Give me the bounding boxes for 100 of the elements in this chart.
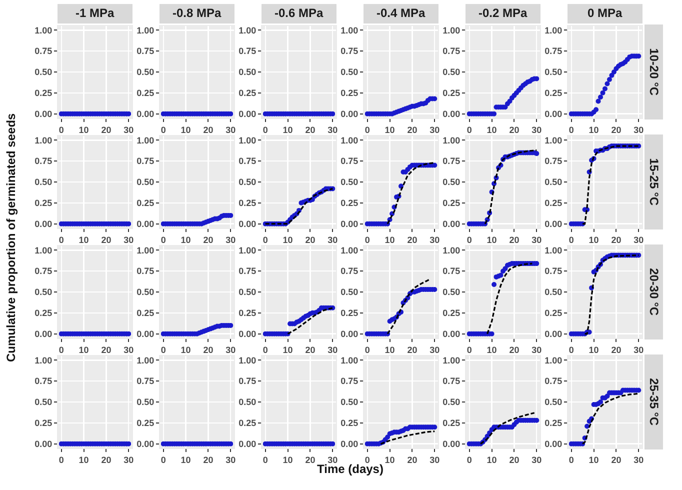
x-tick-label: 20 [203, 124, 214, 135]
y-tick-label: 1.00 [544, 355, 562, 366]
x-tick-label: 0 [364, 344, 370, 355]
x-tick-label: 0 [568, 344, 574, 355]
y-tick-label: 0.25 [340, 308, 358, 318]
y-tick-label: 0.50 [544, 67, 562, 78]
y-tick-label: 0.25 [238, 308, 256, 318]
y-tick-label: 0.75 [544, 266, 562, 276]
y-tick-label: 0.50 [238, 397, 256, 408]
x-tick-label: 30 [634, 344, 644, 355]
y-tick-label: 0.75 [442, 376, 460, 386]
x-tick-label: 0 [58, 124, 64, 135]
y-tick-label: 0.25 [442, 418, 460, 428]
text: 15-25 °C [647, 158, 661, 206]
x-tick-label: 20 [407, 344, 418, 355]
y-tick-label: 1.00 [544, 245, 562, 256]
y-tick-label: 1.00 [442, 355, 460, 366]
y-tick-label: 0.75 [34, 156, 52, 166]
y-tick-label: 0.00 [136, 108, 154, 119]
y-tick-label: 0.50 [442, 177, 460, 188]
y-tick-label: 0.75 [544, 46, 562, 56]
y-tick-label: 0.50 [34, 397, 52, 408]
y-tick-label: 0.75 [544, 376, 562, 386]
x-tick-label: 30 [634, 124, 644, 135]
x-tick-label: 30 [532, 454, 542, 465]
x-tick-label: 30 [430, 454, 440, 465]
y-tick-label: 0.50 [34, 287, 52, 298]
y-tick-label: 1.00 [442, 245, 460, 256]
text: 20-30 °C [647, 268, 661, 316]
y-tick-label: 0.75 [544, 156, 562, 166]
y-tick-label: 1.00 [238, 245, 256, 256]
x-tick-label: 0 [160, 234, 166, 245]
chart-title: 0 MPa [587, 6, 623, 20]
x-tick-label: 10 [486, 344, 497, 355]
x-tick-label: 30 [430, 234, 440, 245]
y-tick-label: 0.75 [442, 156, 460, 166]
x-axis-title: Time (days) [317, 462, 384, 476]
x-tick-label: 10 [282, 344, 293, 355]
y-tick-label: 0.00 [136, 438, 154, 449]
y-tick-label: 0.50 [34, 177, 52, 188]
y-tick-label: 0.50 [340, 177, 358, 188]
x-tick-label: 30 [328, 124, 338, 135]
x-tick-label: 30 [124, 454, 134, 465]
y-tick-label: 0.00 [544, 328, 562, 339]
y-tick-label: 0.75 [442, 266, 460, 276]
y-tick-label: 0.25 [136, 88, 154, 98]
x-tick-label: 20 [101, 124, 112, 135]
y-tick-label: 1.00 [34, 245, 52, 256]
x-tick-label: 0 [58, 234, 64, 245]
y-tick-label: 0.00 [442, 108, 460, 119]
y-tick-label: 0.75 [34, 266, 52, 276]
y-tick-label: 1.00 [136, 135, 154, 146]
x-tick-label: 20 [203, 454, 214, 465]
y-tick-label: 0.25 [544, 418, 562, 428]
x-tick-label: 10 [588, 344, 599, 355]
y-tick-label: 0.00 [442, 328, 460, 339]
x-tick-label: 30 [124, 234, 134, 245]
y-tick-label: 0.00 [34, 438, 52, 449]
x-tick-label: 30 [328, 344, 338, 355]
y-tick-label: 0.00 [340, 108, 358, 119]
x-tick-label: 10 [78, 344, 89, 355]
x-tick-label: 0 [364, 234, 370, 245]
y-tick-label: 0.75 [340, 46, 358, 56]
y-tick-label: 0.25 [136, 308, 154, 318]
y-tick-label: 1.00 [34, 355, 52, 366]
y-tick-label: 0.25 [442, 88, 460, 98]
y-tick-label: 0.50 [442, 287, 460, 298]
y-tick-label: 1.00 [340, 355, 358, 366]
y-tick-label: 0.50 [136, 397, 154, 408]
y-tick-label: 1.00 [238, 355, 256, 366]
y-tick-label: 0.75 [340, 156, 358, 166]
y-axis-title: Cumulative proportion of germinated seeds [4, 112, 18, 362]
x-tick-label: 20 [509, 234, 520, 245]
x-tick-label: 20 [407, 454, 418, 465]
x-tick-label: 0 [364, 454, 370, 465]
y-tick-label: 0.25 [238, 88, 256, 98]
y-tick-label: 1.00 [442, 135, 460, 146]
y-tick-label: 0.75 [238, 46, 256, 56]
x-tick-label: 0 [466, 234, 472, 245]
x-tick-label: 30 [124, 124, 134, 135]
chart-title: -0.2 MPa [478, 6, 528, 20]
x-tick-label: 20 [509, 344, 520, 355]
x-tick-label: 20 [101, 344, 112, 355]
y-tick-label: 0.75 [34, 46, 52, 56]
y-tick-label: 0.50 [136, 287, 154, 298]
x-tick-label: 10 [588, 234, 599, 245]
y-tick-label: 0.25 [442, 308, 460, 318]
y-tick-label: 0.25 [34, 88, 52, 98]
x-tick-label: 10 [78, 454, 89, 465]
x-tick-label: 30 [328, 454, 338, 465]
y-tick-label: 1.00 [340, 25, 358, 36]
x-tick-label: 20 [305, 344, 316, 355]
x-tick-label: 20 [611, 124, 622, 135]
y-tick-label: 0.00 [238, 438, 256, 449]
y-tick-label: 1.00 [136, 355, 154, 366]
x-tick-label: 20 [611, 454, 622, 465]
x-tick-label: 0 [160, 454, 166, 465]
y-tick-label: 0.00 [442, 218, 460, 229]
y-tick-label: 0.00 [34, 328, 52, 339]
chart-title: -0.6 MPa [274, 6, 324, 20]
